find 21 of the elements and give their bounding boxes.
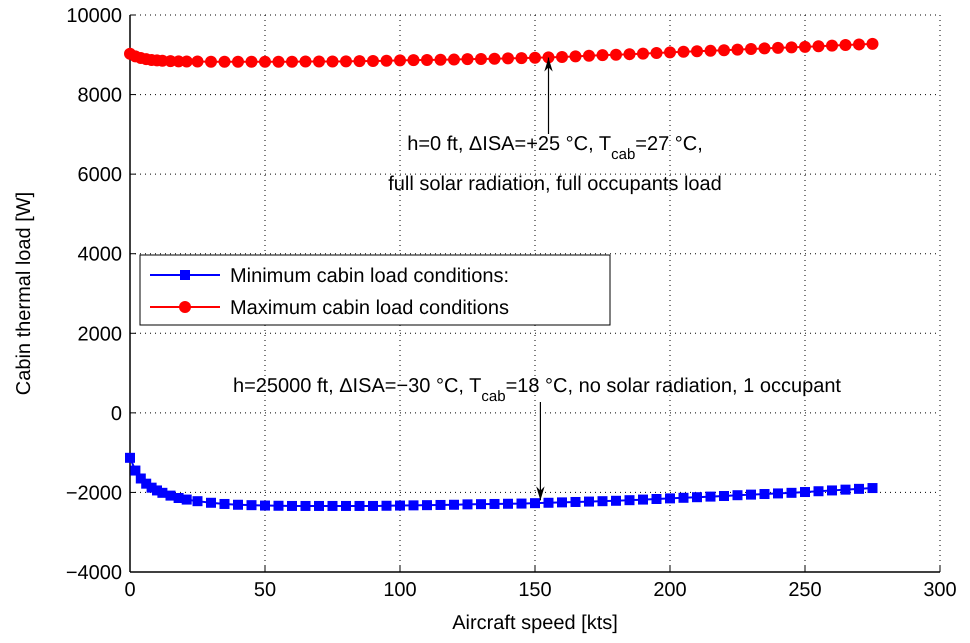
x-tick-label: 100 [383,579,417,601]
x-tick-label: 300 [923,579,957,601]
y-tick-label: 4000 [78,244,122,266]
y-tick-label: −4000 [66,562,122,584]
legend-label: Minimum cabin load conditions: [230,265,510,287]
annotation: h=0 ft, ΔISA=+25 °C, T$_{cab}$=27 °C, full solar radiation, full occupants load [388,133,722,195]
annotation: h=25000 ft, ΔISA=−30 °C, T$_{cab}$=18 °C, no solar radiation, 1 occupant [233,375,842,404]
x-tick-label: 200 [653,579,687,601]
x-tick-label: 250 [788,579,822,601]
y-tick-label: −2000 [66,482,122,504]
x-tick-label: 150 [518,579,552,601]
y-tick-label: 6000 [78,164,122,186]
y-tick-label: 8000 [78,84,122,107]
y-axis-title: Cabin thermal load [W] [13,192,35,396]
y-tick-label: 2000 [78,323,122,346]
legend-label: Maximum cabin load conditions [230,297,510,319]
x-tick-label: 50 [254,579,276,601]
y-tick-label: 0 [110,402,122,425]
y-tick-label: 10000 [66,5,122,27]
x-tick-label: 0 [124,579,136,601]
x-axis-title: Aircraft speed [kts] [452,612,618,634]
